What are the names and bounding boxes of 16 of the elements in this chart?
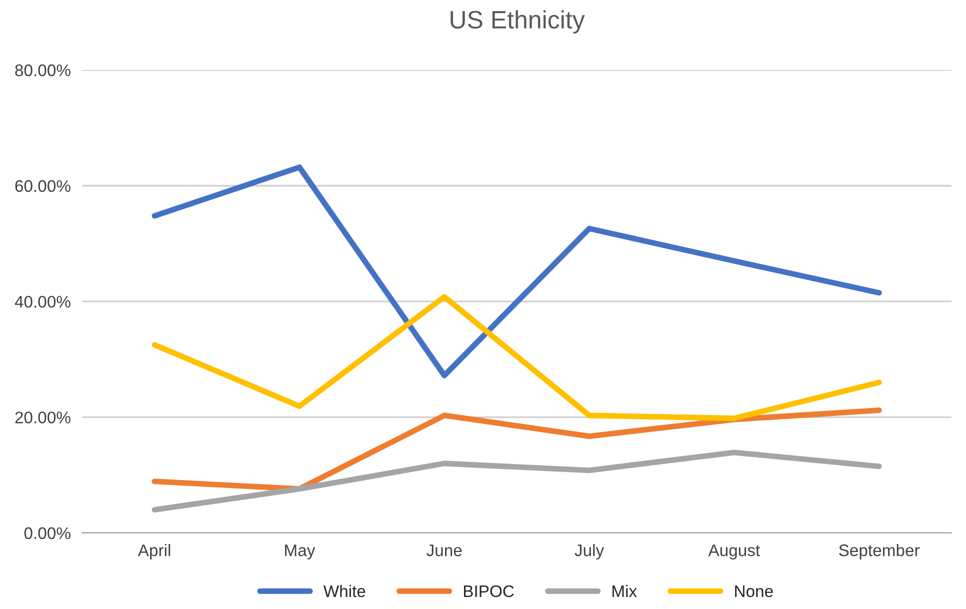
x-tick-label: May	[285, 544, 316, 560]
x-tick-label: September	[839, 544, 920, 560]
chart-title: US Ethnicity	[450, 10, 585, 34]
y-tick-label: 40.00%	[14, 296, 70, 308]
y-tick-label: 0.00%	[24, 527, 70, 540]
legend-label: Mix	[612, 584, 637, 597]
y-tick-label: 60.00%	[15, 180, 70, 192]
legend-label: BIPOC	[464, 585, 514, 598]
x-tick-label: June	[426, 544, 462, 556]
x-tick-label: April	[138, 544, 170, 560]
y-tick-label: 80.00%	[15, 64, 70, 76]
legend-label: None	[735, 586, 773, 598]
y-tick-label: 20.00%	[15, 412, 70, 424]
x-tick-label: August	[708, 544, 760, 560]
legend-label: White	[323, 584, 366, 598]
x-tick-label: July	[574, 544, 604, 560]
